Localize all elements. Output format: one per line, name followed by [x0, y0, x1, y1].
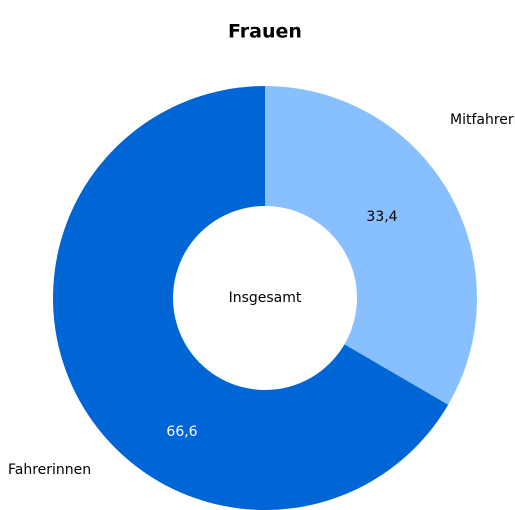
- donut-slice: [53, 86, 449, 510]
- value-label: 33,4: [366, 209, 397, 225]
- category-label: Fahrerinnen: [8, 462, 91, 478]
- chart-title: Frauen: [228, 21, 302, 43]
- donut-slice: [265, 86, 477, 405]
- category-label: Mitfahrerinnen: [450, 112, 515, 128]
- value-label: 66,6: [166, 424, 197, 440]
- center-label: Insgesamt: [229, 290, 302, 306]
